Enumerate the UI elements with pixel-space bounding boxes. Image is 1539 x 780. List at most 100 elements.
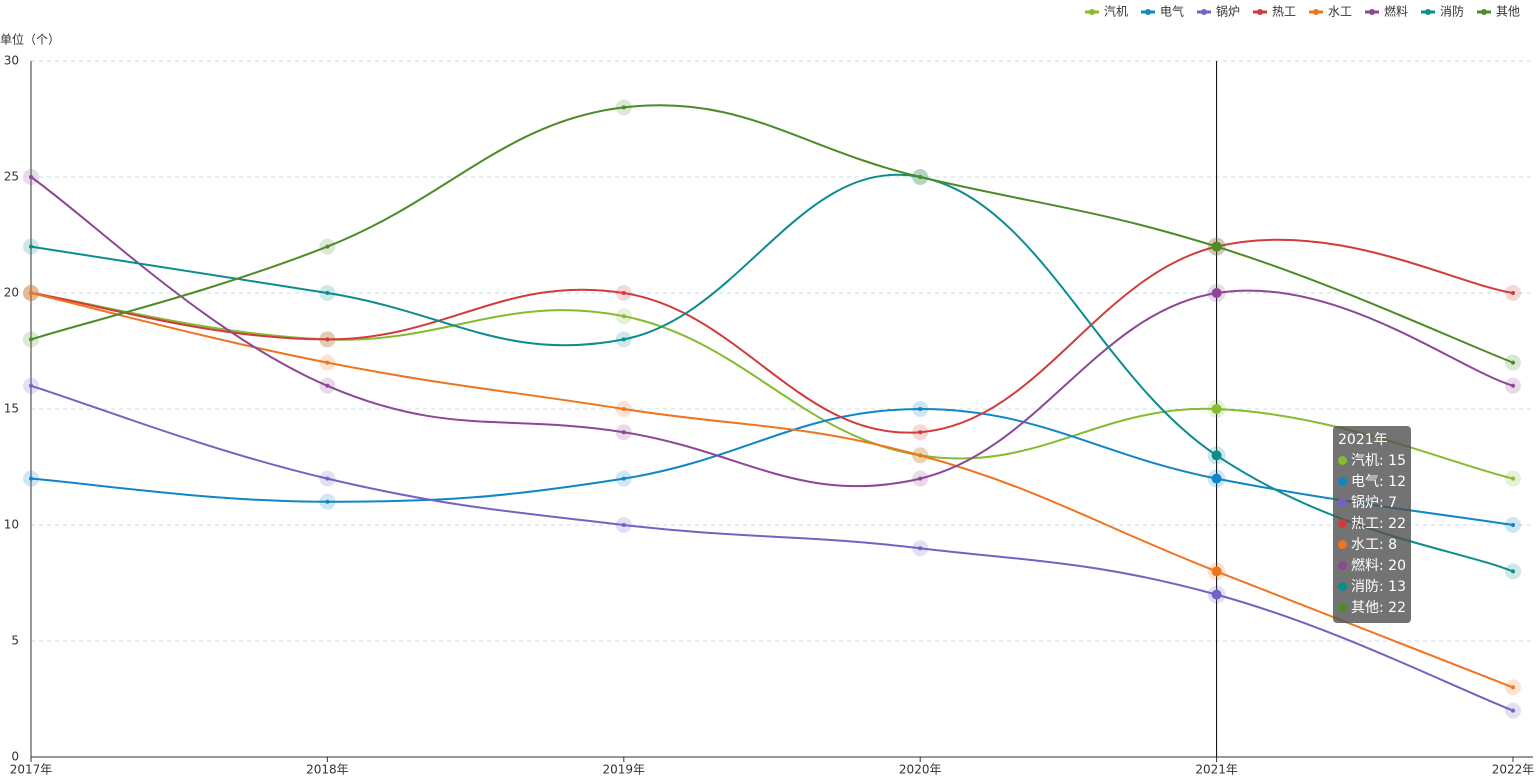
tooltip-name: 热工 [1351,516,1388,532]
tooltip-name: 其他 [1351,600,1388,616]
x-tick-label: 2021年 [1195,763,1238,777]
data-point [325,383,330,388]
tooltip-dot [1338,456,1347,465]
data-point [621,476,626,481]
data-point [1211,473,1222,484]
legend-icon-dot [1257,9,1263,15]
series-line [30,238,1514,434]
x-tick-label: 2020年 [899,763,942,777]
x-tick-label: 2017年 [10,763,53,777]
legend-icon-dot [1313,9,1319,15]
tooltip-value: 20 [1388,558,1406,574]
legend-item[interactable]: 电气 [1141,4,1184,19]
legend-label: 水工 [1328,5,1352,19]
tooltip-value: 22 [1388,516,1406,532]
data-point [621,523,626,527]
data-point [918,476,923,481]
data-point [621,314,626,319]
data-point [1511,708,1515,713]
legend-label: 电气 [1160,4,1184,19]
data-point [621,105,626,110]
tooltip-dot [1338,603,1347,612]
data-point [1511,523,1515,527]
data-point [1511,360,1515,365]
legend-item[interactable]: 锅炉 [1197,4,1240,19]
legend-item[interactable]: 汽机 [1085,4,1128,19]
tooltip-name: 水工 [1351,537,1388,553]
x-tick-label: 2022年 [1492,763,1535,777]
tooltip-value: 8 [1388,537,1398,553]
data-point [1511,476,1515,481]
y-axis-label: 单位（个） [0,32,60,47]
tooltip-dot [1338,561,1347,570]
tooltip-row: 燃料20 [1338,556,1406,577]
legend-icon-dot [1201,9,1207,15]
legend-item[interactable]: 燃料 [1365,4,1408,19]
y-tick-label: 0 [11,750,19,764]
data-point [1211,288,1222,298]
legend-label: 其他 [1496,5,1520,19]
tooltip-row: 电气12 [1338,472,1406,493]
tooltip-dot [1338,498,1347,507]
tooltip-name: 消防 [1351,579,1388,595]
x-tick-label: 2018年 [306,763,349,777]
legend-item[interactable]: 水工 [1309,5,1352,19]
data-point [1211,404,1222,414]
tooltip-title: 2021年 [1338,432,1388,448]
data-point [29,244,33,249]
series-line [30,384,1514,712]
legend-item[interactable]: 其他 [1477,5,1520,19]
legend-icon-dot [1369,9,1375,15]
x-tick-label: 2019年 [603,763,646,777]
tooltip-row: 汽机15 [1338,451,1406,472]
y-tick-label: 20 [4,286,19,300]
legend-label: 消防 [1440,4,1464,19]
y-tick-label: 5 [11,634,19,648]
legend-icon-dot [1145,9,1151,15]
tooltip-row: 其他22 [1338,598,1406,619]
data-point [1211,566,1222,577]
data-point [325,337,330,342]
data-point [325,499,330,504]
tooltip-dot [1338,582,1347,591]
series-line [30,104,1514,364]
data-point [325,291,330,295]
legend-icon-dot [1481,9,1487,15]
tooltip-value: 7 [1388,495,1398,511]
tooltip-dot [1338,519,1347,528]
y-tick-label: 25 [4,170,19,184]
data-point [1511,291,1515,295]
tooltip-row: 水工8 [1338,535,1406,556]
data-point [1511,569,1515,574]
data-point [29,175,33,179]
legend-label: 汽机 [1104,4,1128,19]
tooltip: 2021年汽机15电气12锅炉7热工22水工8燃料20消防13其他22 [1333,426,1411,623]
series-line [30,173,1514,573]
data-point [621,337,626,342]
y-tick-label: 30 [4,54,19,68]
tooltip-dot [1338,540,1347,549]
data-point [918,453,923,458]
series-line [30,407,1514,526]
tooltip-name: 电气 [1351,474,1388,490]
legend-item[interactable]: 热工 [1253,5,1296,19]
legend-label: 热工 [1272,5,1296,19]
tooltip-value: 22 [1388,600,1406,616]
data-point [621,430,626,435]
legend-icon-dot [1089,9,1095,15]
data-point [918,430,923,435]
legend-item[interactable]: 消防 [1421,4,1464,19]
data-point [325,360,330,365]
data-point [918,407,923,411]
data-point [621,291,626,295]
series-line [30,292,1514,689]
tooltip-name: 燃料 [1351,558,1388,574]
data-point [1211,241,1222,252]
tooltip-row: 热工22 [1338,514,1406,535]
data-point [325,476,330,481]
data-point [1511,383,1515,388]
series-line [30,292,1514,480]
data-point [29,337,33,342]
